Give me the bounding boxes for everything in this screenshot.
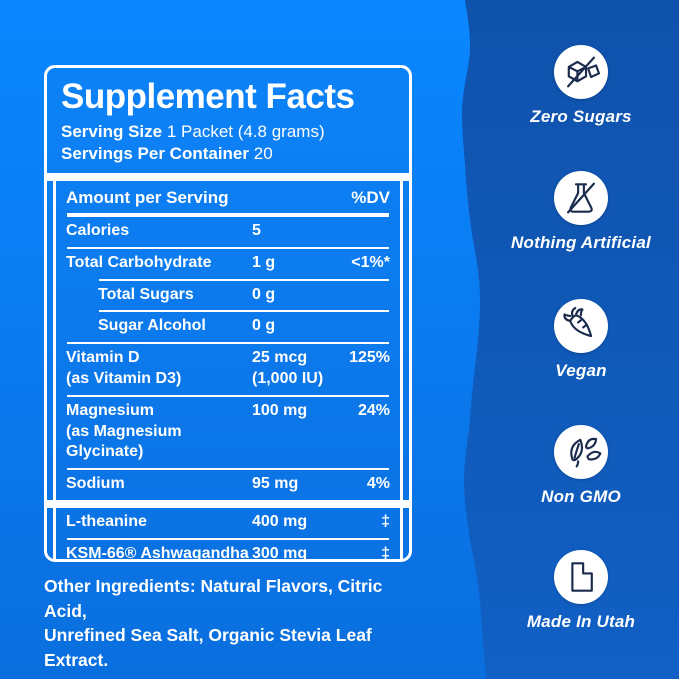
row-dv: ‡ [381,544,390,562]
row-name: L-theanine [66,512,147,530]
row-separator [67,394,389,397]
row-dv: ‡ [381,512,390,530]
table-row: Total Carbohydrate 1 g <1%* [66,249,390,279]
row-amount: 0 g [252,317,276,335]
badge-label: Non GMO [541,487,621,506]
table-row: Total Sugars 0 g [66,281,390,311]
zero-sugars-icon [554,45,608,99]
row-amount: 0 g [252,285,276,303]
row-separator [67,246,389,249]
panel-header: Supplement Facts Serving Size 1 Packet (… [47,68,409,173]
row-separator [99,278,389,281]
row-amount: 5 [252,221,261,239]
row-dv: 24% [357,401,390,419]
section-divider [47,172,409,181]
non-gmo-icon [554,425,608,479]
serving-size-line: Serving Size 1 Packet (4.8 grams) [61,122,395,142]
table-row: Sodium 95 mg 4% [66,470,390,500]
badge-vegan: Vegan [505,299,657,381]
made-in-utah-icon [554,550,608,604]
row-amount: 95 mg [252,475,299,493]
nutrients-section: Amount per Serving %DV Calories 5 Total … [53,180,403,500]
table-row: Calories 5 [66,217,390,247]
badge-nothing-artificial: Nothing Artificial [505,171,657,253]
row-name: Sodium [66,475,125,493]
table-row: KSM-66® Ashwagandha root extract (Withan… [66,540,390,562]
row-separator [67,212,389,217]
serving-size-value: 1 Packet (4.8 grams) [166,121,325,141]
row-name: Vitamin D [66,349,140,367]
vegan-icon [554,299,608,353]
botanicals-section: L-theanine 400 mg ‡ KSM-66® Ashwagandha … [53,507,403,562]
row-amount: 400 mg [252,512,308,530]
row-name-detail: (as Magnesium Glycinate) [66,422,182,461]
table-row: L-theanine 400 mg ‡ [66,508,390,538]
dv-header: %DV [351,187,390,207]
row-name-detail: (as Vitamin D3) [66,369,182,387]
row-name: Total Sugars [98,285,194,303]
row-amount: 1 g [252,253,276,271]
row-name: Magnesium [66,401,155,419]
row-name: Calories [66,221,130,239]
row-dv: 125% [349,349,390,367]
badge-made-in-utah: Made In Utah [505,550,657,632]
badge-label: Nothing Artificial [511,233,651,252]
row-dv: <1%* [351,253,390,271]
badge-label: Zero Sugars [530,107,632,126]
section-divider [47,499,409,508]
row-name: KSM-66® Ashwagandha root extract (Withan… [66,544,249,562]
row-name: Sugar Alcohol [98,317,206,335]
row-separator [67,468,389,471]
row-separator [99,310,389,313]
supplement-facts-panel: Supplement Facts Serving Size 1 Packet (… [44,65,412,562]
amount-per-serving-header: Amount per Serving [66,187,229,207]
panel-title: Supplement Facts [61,77,355,116]
servings-per-container-line: Servings Per Container 20 [61,144,395,164]
row-amount: 100 mg [252,401,308,419]
badge-zero-sugars: Zero Sugars [505,45,657,127]
table-row: Sugar Alcohol 0 g [66,312,390,342]
row-name: Total Carbohydrate [66,253,212,271]
badge-label: Vegan [555,361,607,380]
row-separator [67,537,389,540]
table-row: Magnesium (as Magnesium Glycinate) 100 m… [66,397,390,468]
servings-value: 20 [253,144,273,164]
other-ingredients: Other Ingredients: Natural Flavors, Citr… [44,576,383,670]
table-header-row: Amount per Serving %DV [66,181,390,213]
row-amount: 300 mg [252,544,308,562]
serving-size-label: Serving Size [61,121,163,141]
row-separator [67,342,389,345]
row-amount: 25 mcg [252,349,308,367]
row-dv: 4% [366,475,390,493]
servings-label: Servings Per Container [61,144,250,164]
badge-non-gmo: Non GMO [505,425,657,507]
nothing-artificial-icon [554,171,608,225]
table-row: Vitamin D (as Vitamin D3) 25 mcg (1,000 … [66,344,390,395]
badge-label: Made In Utah [526,612,636,631]
row-amount-detail: (1,000 IU) [252,369,324,387]
